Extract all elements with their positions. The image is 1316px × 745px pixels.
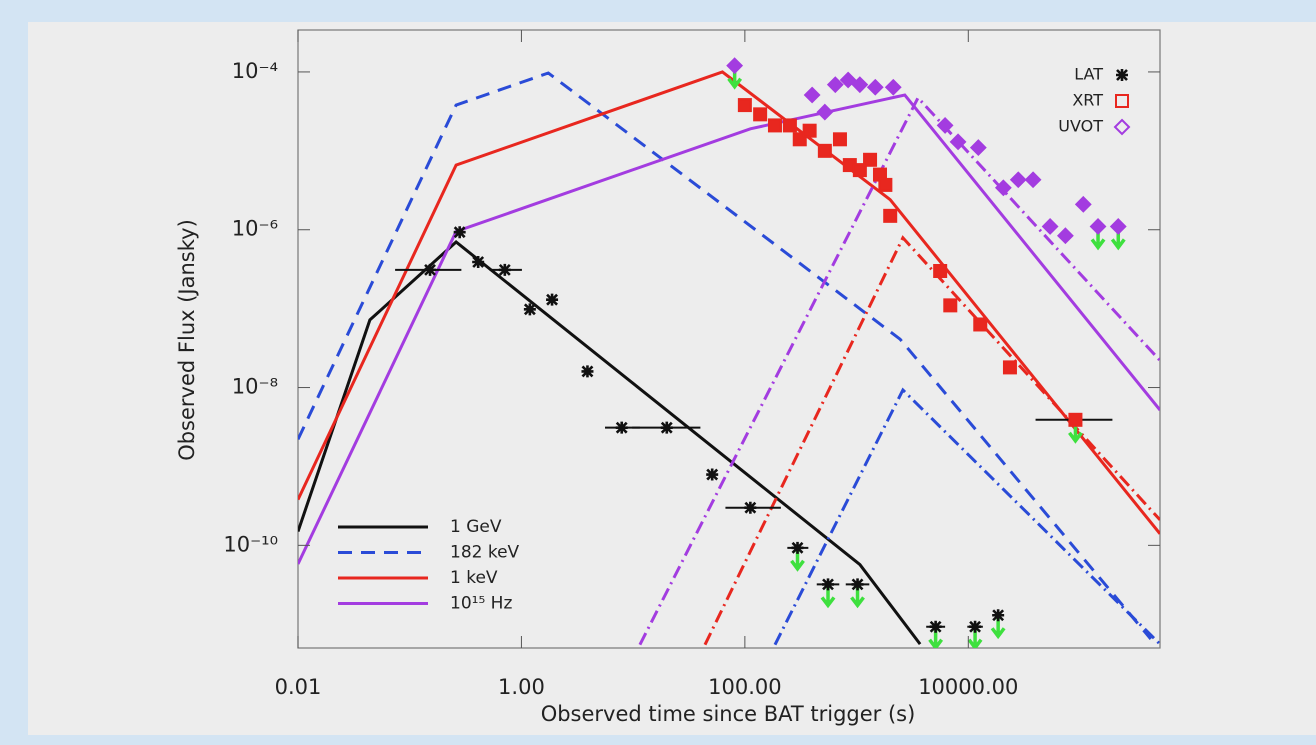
model-curve [298,240,922,646]
legend-label: 182 keV [450,543,520,563]
y-axis-label: Observed Flux (Jansky) [175,219,199,461]
uvot-marker [969,139,987,156]
x-tick-label: 100.00 [708,675,781,699]
legend-label: 1 keV [450,568,498,588]
uvot-marker [1041,218,1059,235]
xrt-marker [1068,412,1083,427]
plot-area [298,57,1160,648]
legend-label: 10¹⁵ Hz [450,594,512,614]
uvot-marker [839,71,857,89]
legend-marker [1113,118,1131,136]
lat-marker [929,620,942,633]
lat-marker [791,541,804,554]
lat-marker [706,468,719,481]
uvot-marker [866,78,884,96]
uvot-marker [936,116,954,134]
xrt-marker [737,98,752,113]
uvot-marker [884,78,902,96]
xrt-marker [832,132,847,147]
legend-label: 1 GeV [450,517,502,537]
uvot-marker [994,179,1012,197]
xrt-marker [782,118,797,133]
legend-marker [1116,69,1128,81]
x-axis-label: Observed time since BAT trigger (s) [541,702,916,726]
model-curve [298,70,1160,535]
lat-marker [822,578,835,591]
xrt-marker [933,263,948,278]
model-curve [638,95,1160,646]
uvot-marker [1089,218,1107,235]
model-curve [298,71,1152,640]
xrt-marker [802,123,817,138]
y-tick-label: 10⁻⁶ [232,217,278,241]
uvot-marker [1074,195,1092,213]
uvot-marker [1056,227,1074,245]
panel [28,22,1316,735]
legend-marker [1115,94,1129,108]
xrt-marker [878,177,893,192]
uvot-marker [949,133,967,151]
lat-marker [992,609,1005,622]
lat-marker [615,421,628,434]
uvot-marker [826,76,844,94]
lat-marker [744,501,757,514]
legend-label: LAT [1074,65,1103,84]
xrt-marker [753,107,768,122]
lat-marker [851,578,864,591]
uvot-marker [816,103,834,121]
uvot-marker [726,57,744,75]
uvot-marker [1009,171,1027,189]
legend-label: XRT [1072,91,1103,110]
model-curve [298,93,1160,565]
y-tick-label: 10⁻¹⁰ [223,532,278,556]
legend-label: UVOT [1058,117,1103,136]
model-curve [773,387,1160,646]
xrt-marker [863,152,878,167]
uvot-marker [851,76,869,94]
uvot-marker [1109,218,1127,235]
xrt-marker [852,163,867,178]
xrt-marker [883,208,898,223]
plot-frame [297,29,1161,649]
x-tick-label: 10000.00 [918,675,1018,699]
lat-marker [472,256,485,269]
x-tick-label: 1.00 [498,675,545,699]
xrt-marker [817,143,832,158]
y-tick-label: 10⁻⁸ [232,375,278,399]
xrt-marker [767,118,782,133]
lat-marker [546,293,559,306]
xrt-marker [1002,360,1017,375]
uvot-marker [1024,171,1042,189]
y-tick-label: 10⁻⁴ [232,59,278,83]
lat-marker [523,303,536,316]
lat-marker [453,226,466,239]
lat-marker [498,263,511,276]
x-tick-label: 0.01 [275,675,322,699]
lat-marker [424,263,437,276]
uvot-marker [803,86,821,104]
lat-marker [581,365,594,378]
lat-marker [969,620,982,633]
xrt-marker [973,317,988,332]
lat-marker [660,421,673,434]
xrt-marker [943,298,958,313]
